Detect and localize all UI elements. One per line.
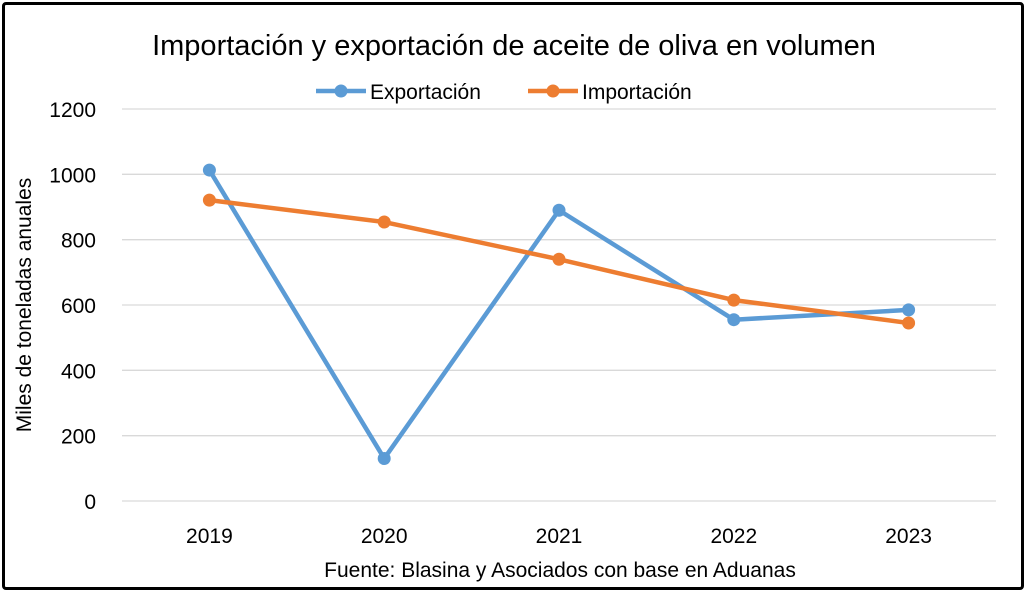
x-axis-label: Fuente: Blasina y Asociados con base en …	[324, 559, 796, 582]
data-point	[202, 163, 216, 177]
y-tick-label: 200	[61, 426, 96, 449]
legend-item: Importación	[528, 81, 692, 104]
legend-label: Importación	[582, 81, 692, 104]
x-tick-label: 2023	[885, 525, 932, 548]
x-tick-label: 2019	[186, 525, 233, 548]
legend-label: Exportación	[370, 81, 481, 104]
legend-item: Exportación	[316, 81, 481, 104]
y-tick-label: 0	[84, 491, 96, 514]
legend-marker	[334, 84, 348, 98]
legend: Exportación Importación	[316, 81, 692, 104]
data-point	[552, 203, 566, 217]
y-tick-label: 400	[61, 360, 96, 383]
data-point	[552, 252, 566, 266]
chart-title: Importación y exportación de aceite de o…	[152, 30, 876, 62]
data-point	[902, 316, 916, 330]
y-tick-label: 800	[61, 230, 96, 253]
y-axis-label: Miles de toneladas anuales	[13, 178, 36, 433]
data-point	[377, 215, 391, 229]
data-point	[202, 193, 216, 207]
y-tick-label: 1200	[49, 99, 96, 122]
y-tick-label: 600	[61, 295, 96, 318]
y-tick-label: 1000	[49, 164, 96, 187]
legend-marker	[546, 84, 560, 98]
x-tick-label: 2022	[710, 525, 757, 548]
data-point	[377, 452, 391, 466]
x-tick-label: 2020	[361, 525, 408, 548]
x-tick-label: 2021	[536, 525, 583, 548]
data-point	[902, 303, 916, 317]
data-point	[727, 313, 741, 327]
data-point	[727, 293, 741, 307]
